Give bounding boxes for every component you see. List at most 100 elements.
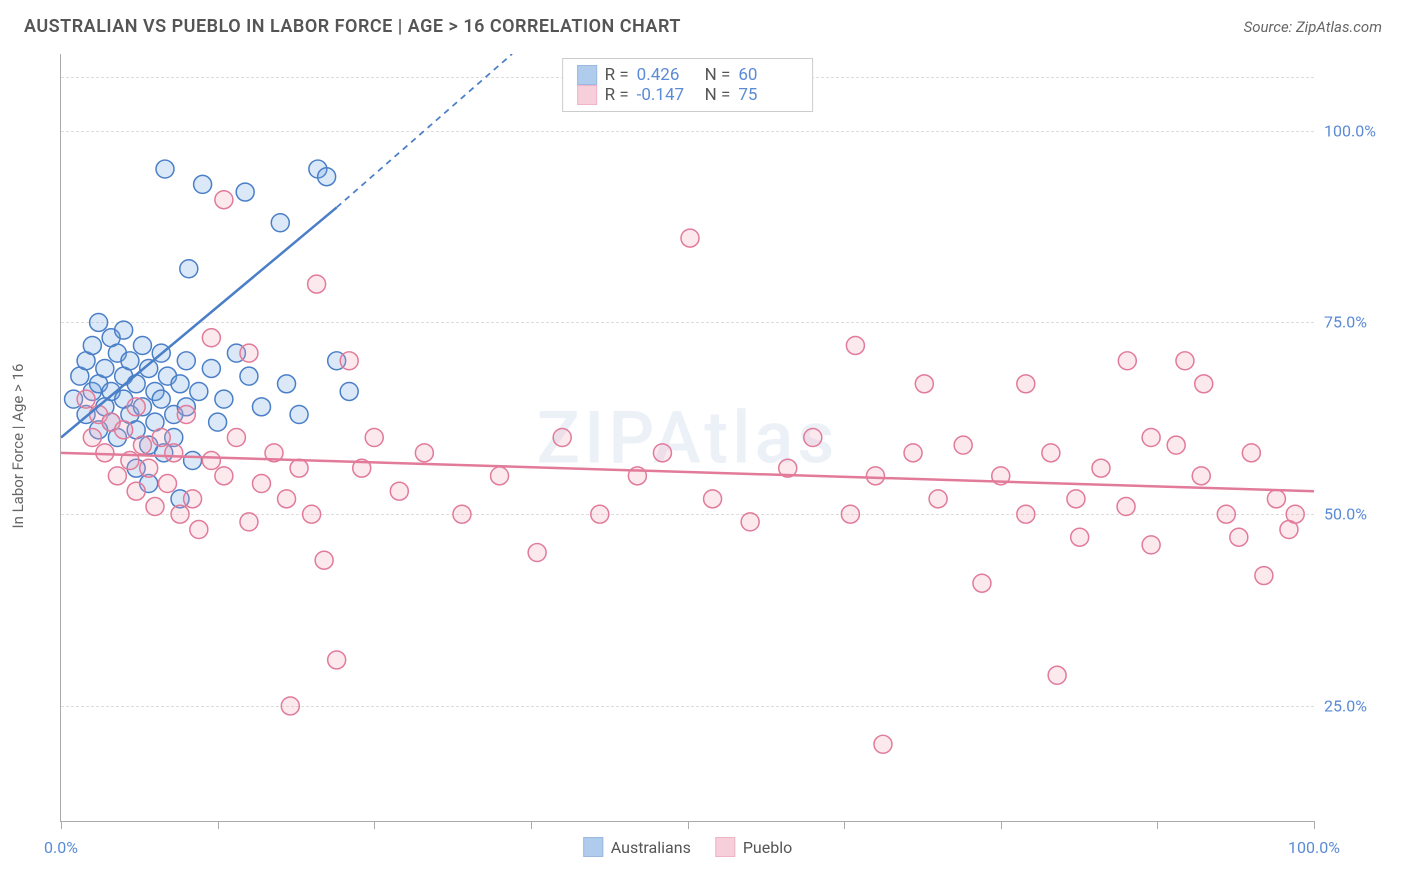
scatter-point-australians [177, 352, 195, 370]
scatter-point-pueblo [252, 475, 270, 493]
scatter-point-pueblo [328, 651, 346, 669]
scatter-point-pueblo [866, 467, 884, 485]
chart-source: Source: ZipAtlas.com [1244, 18, 1382, 36]
scatter-point-pueblo [1042, 444, 1060, 462]
scatter-point-australians [96, 359, 114, 377]
bottom-legend: Australians Pueblo [583, 837, 792, 857]
scatter-point-australians [156, 160, 174, 178]
scatter-point-pueblo [528, 544, 546, 562]
scatter-point-pueblo [340, 352, 358, 370]
scatter-point-australians [278, 375, 296, 393]
swatch-australians [583, 837, 603, 857]
scatter-point-australians [171, 375, 189, 393]
scatter-point-pueblo [804, 429, 822, 447]
scatter-point-pueblo [365, 429, 383, 447]
scatter-point-australians [290, 406, 308, 424]
scatter-point-pueblo [1142, 536, 1160, 554]
scatter-point-pueblo [1167, 436, 1185, 454]
scatter-point-pueblo [190, 521, 208, 539]
scatter-point-pueblo [681, 229, 699, 247]
scatter-point-australians [83, 336, 101, 354]
scatter-point-pueblo [1255, 567, 1273, 585]
scatter-point-pueblo [127, 482, 145, 500]
scatter-point-pueblo [146, 498, 164, 516]
scatter-point-australians [194, 175, 212, 193]
scatter-point-pueblo [904, 444, 922, 462]
y-tick-label: 75.0% [1324, 313, 1394, 332]
chart-title: AUSTRALIAN VS PUEBLO IN LABOR FORCE | AG… [24, 16, 681, 37]
swatch-pueblo [715, 837, 735, 857]
scatter-point-pueblo [1092, 459, 1110, 477]
scatter-point-australians [318, 168, 336, 186]
scatter-point-pueblo [127, 398, 145, 416]
scatter-point-australians [340, 382, 358, 400]
legend-item-pueblo: Pueblo [715, 837, 792, 857]
scatter-point-australians [215, 390, 233, 408]
scatter-point-pueblo [741, 513, 759, 531]
scatter-point-pueblo [1017, 505, 1035, 523]
scatter-point-pueblo [240, 344, 258, 362]
legend-label-pueblo: Pueblo [743, 838, 792, 857]
scatter-point-pueblo [1142, 429, 1160, 447]
scatter-point-pueblo [215, 467, 233, 485]
scatter-point-pueblo [591, 505, 609, 523]
scatter-point-pueblo [202, 452, 220, 470]
scatter-point-pueblo [77, 390, 95, 408]
scatter-point-pueblo [152, 429, 170, 447]
scatter-point-australians [115, 321, 133, 339]
scatter-point-pueblo [290, 459, 308, 477]
r-label: R = [605, 85, 629, 105]
scatter-point-pueblo [846, 336, 864, 354]
scatter-point-pueblo [704, 490, 722, 508]
scatter-point-pueblo [1118, 352, 1136, 370]
stats-row-pueblo: R = -0.147 N = 75 [577, 85, 799, 105]
scatter-point-pueblo [415, 444, 433, 462]
scatter-point-pueblo [1048, 666, 1066, 684]
swatch-pueblo [577, 85, 597, 105]
scatter-point-pueblo [1217, 505, 1235, 523]
scatter-point-australians [190, 382, 208, 400]
legend-item-australians: Australians [583, 837, 691, 857]
scatter-point-pueblo [165, 444, 183, 462]
scatter-point-pueblo [1267, 490, 1285, 508]
scatter-point-pueblo [453, 505, 471, 523]
scatter-point-australians [236, 183, 254, 201]
y-tick-label: 25.0% [1324, 696, 1394, 715]
r-label: R = [605, 65, 629, 85]
y-axis-label: In Labor Force | Age > 16 [9, 364, 27, 529]
scatter-point-pueblo [303, 505, 321, 523]
scatter-point-pueblo [553, 429, 571, 447]
scatter-point-pueblo [1117, 498, 1135, 516]
scatter-point-pueblo [915, 375, 933, 393]
n-value-australians: 60 [738, 65, 798, 85]
scatter-point-australians [121, 352, 139, 370]
scatter-point-pueblo [1192, 467, 1210, 485]
trend-line-pueblo [61, 453, 1314, 491]
scatter-point-australians [209, 413, 227, 431]
scatter-point-pueblo [227, 429, 245, 447]
scatter-point-australians [90, 313, 108, 331]
scatter-point-pueblo [390, 482, 408, 500]
x-tick-label: 0.0% [44, 838, 78, 857]
scatter-point-pueblo [1067, 490, 1085, 508]
scatter-point-pueblo [159, 475, 177, 493]
r-value-australians: 0.426 [637, 65, 697, 85]
scatter-point-pueblo [115, 421, 133, 439]
n-value-pueblo: 75 [738, 85, 798, 105]
scatter-point-pueblo [1230, 528, 1248, 546]
scatter-point-pueblo [215, 191, 233, 209]
scatter-point-australians [271, 214, 289, 232]
scatter-point-australians [202, 359, 220, 377]
stats-row-australians: R = 0.426 N = 60 [577, 65, 799, 85]
scatter-point-pueblo [308, 275, 326, 293]
scatter-point-pueblo [973, 574, 991, 592]
n-label: N = [705, 85, 731, 105]
scatter-point-pueblo [1071, 528, 1089, 546]
scatter-point-australians [184, 452, 202, 470]
scatter-point-pueblo [491, 467, 509, 485]
scatter-point-pueblo [954, 436, 972, 454]
scatter-point-pueblo [1176, 352, 1194, 370]
r-value-pueblo: -0.147 [637, 85, 697, 105]
scatter-point-pueblo [133, 436, 151, 454]
scatter-point-pueblo [1286, 505, 1304, 523]
